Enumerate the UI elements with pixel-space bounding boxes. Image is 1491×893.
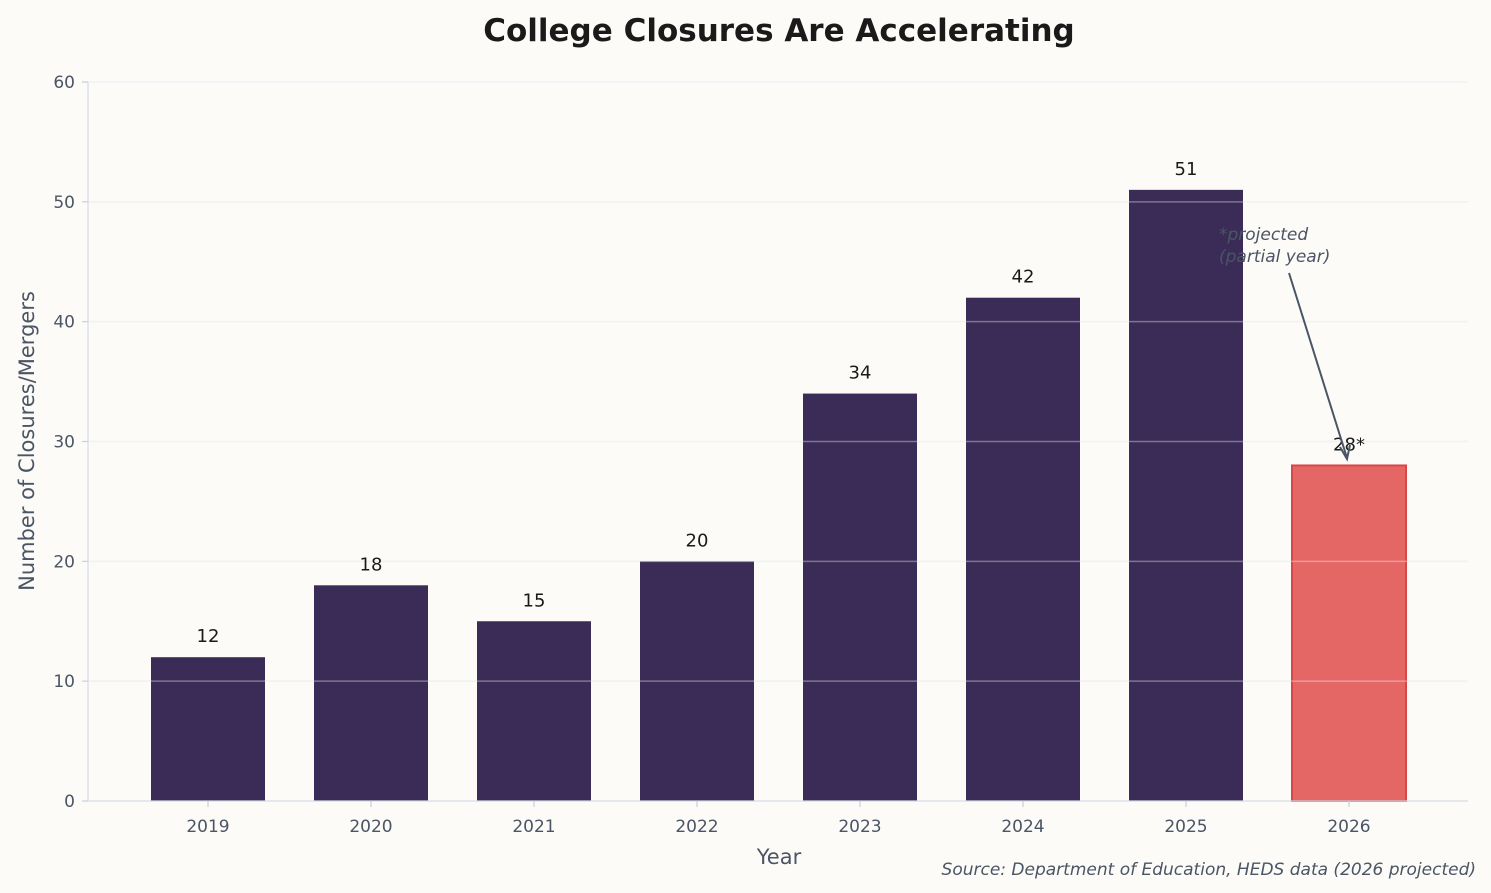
annotation-arrow <box>1288 272 1348 459</box>
y-tick-label: 40 <box>53 313 75 333</box>
data-label-2019: 12 <box>197 626 220 647</box>
source-note: Source: Department of Education, HEDS da… <box>942 860 1476 880</box>
x-tick-label: 2024 <box>1001 817 1044 837</box>
x-tick-label: 2025 <box>1164 817 1207 837</box>
bar-2023 <box>803 393 917 801</box>
annotation-text-line2: (partial year) <box>1219 247 1330 267</box>
x-ticks: 2019 2020 2021 2022 2023 2024 2025 2026 <box>186 801 1371 837</box>
bar-2026 <box>1291 464 1407 802</box>
chart-title: College Closures Are Accelerating <box>483 13 1075 49</box>
bar-2020 <box>314 585 428 801</box>
x-tick-label: 2022 <box>675 817 718 837</box>
bar-2022 <box>640 561 754 801</box>
y-axis-label: Number of Closures/Mergers <box>15 291 39 591</box>
x-tick-label: 2026 <box>1327 817 1370 837</box>
data-label-2024: 42 <box>1012 267 1035 288</box>
annotation-text-line1: *projected <box>1219 225 1308 245</box>
x-tick-label: 2023 <box>838 817 881 837</box>
bar-2021 <box>477 621 591 801</box>
y-tick-label: 50 <box>53 193 75 213</box>
annotation: *projected (partial year) <box>1219 225 1351 462</box>
y-tick-label: 0 <box>64 792 75 812</box>
gridlines <box>88 81 1468 682</box>
data-label-2020: 18 <box>360 554 383 575</box>
x-tick-label: 2019 <box>186 817 229 837</box>
y-tick-label: 30 <box>53 433 75 453</box>
y-ticks: 0 10 20 30 40 50 60 <box>53 73 88 812</box>
data-label-2021: 15 <box>523 590 546 611</box>
annotation-arrowhead <box>1339 444 1351 462</box>
bars <box>151 189 1407 802</box>
y-tick-label: 60 <box>53 73 75 93</box>
data-label-2022: 20 <box>686 530 709 551</box>
gridlines-overlay <box>88 81 1468 682</box>
y-tick-label: 20 <box>53 552 75 572</box>
bar-2019 <box>151 657 265 801</box>
bar-2024 <box>966 297 1080 801</box>
x-tick-label: 2021 <box>512 817 555 837</box>
x-tick-label: 2020 <box>349 817 392 837</box>
y-tick-label: 10 <box>53 672 75 692</box>
data-label-2025: 51 <box>1175 159 1198 180</box>
x-axis-label: Year <box>756 845 802 869</box>
data-label-2023: 34 <box>849 363 872 384</box>
bar-2025 <box>1129 189 1243 802</box>
